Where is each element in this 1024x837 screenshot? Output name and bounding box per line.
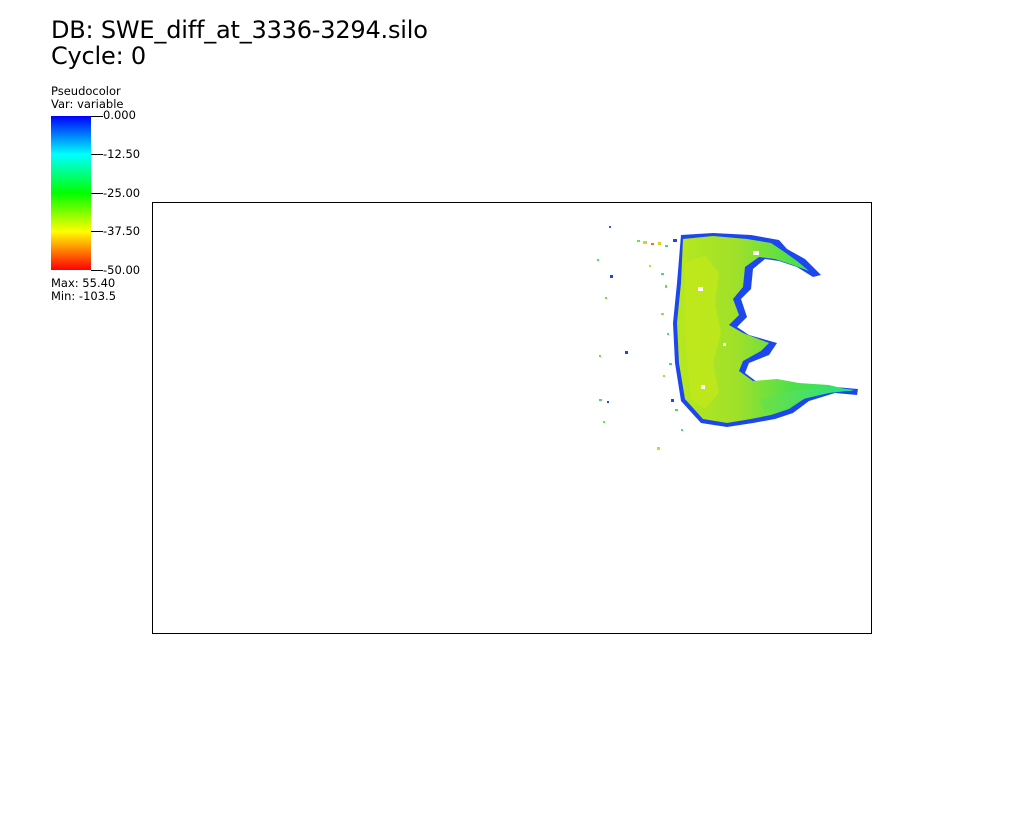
- legend-plot-type: Pseudocolor: [51, 84, 121, 98]
- plume-body: [677, 236, 853, 423]
- plume-core: [685, 255, 721, 409]
- plot-viewport[interactable]: [152, 202, 872, 634]
- plume-holes: [698, 251, 759, 389]
- legend-tick-mark: [91, 231, 103, 232]
- legend-tick-mark: [91, 270, 103, 271]
- legend-tick-label: -50.00: [103, 263, 141, 277]
- legend-tick-mark: [91, 154, 103, 155]
- legend-tick-label: 0.000: [103, 108, 136, 122]
- legend-max-value: Max: 55.40: [51, 276, 116, 290]
- legend-min-value: Min: -103.5: [51, 289, 117, 303]
- scatter-specks: [597, 226, 683, 450]
- database-title: DB: SWE_diff_at_3336-3294.silo: [51, 16, 428, 44]
- legend-tick-label: -25.00: [103, 186, 141, 200]
- legend-tick-mark: [91, 193, 103, 194]
- legend-variable: Var: variable: [51, 97, 124, 111]
- legend-tick-label: -12.50: [103, 147, 141, 161]
- legend-tick-label: -37.50: [103, 224, 141, 238]
- cycle-title: Cycle: 0: [51, 42, 146, 70]
- legend-tick-mark: [91, 116, 103, 117]
- pseudocolor-plot: [597, 226, 858, 450]
- legend-colorbar: [51, 116, 91, 270]
- plume-tail: [759, 387, 855, 413]
